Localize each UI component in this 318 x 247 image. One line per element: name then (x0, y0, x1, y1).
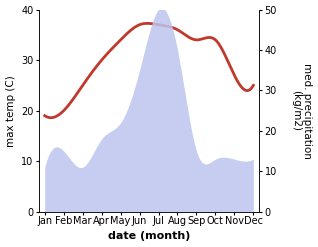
X-axis label: date (month): date (month) (108, 231, 190, 242)
Y-axis label: med. precipitation
(kg/m2): med. precipitation (kg/m2) (291, 63, 313, 159)
Y-axis label: max temp (C): max temp (C) (5, 75, 16, 146)
